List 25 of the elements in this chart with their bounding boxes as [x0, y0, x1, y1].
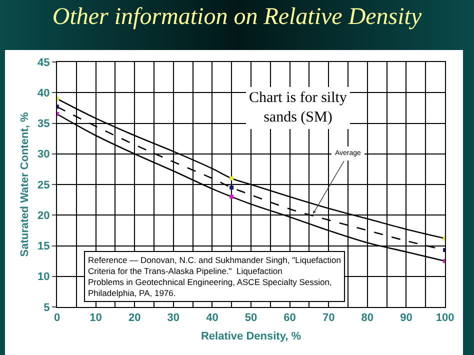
- chart-title: Other information on Relative Density: [51, 4, 423, 31]
- x-tick-label: 100: [436, 312, 454, 324]
- x-tick-label: 0: [54, 312, 60, 324]
- y-axis-title: Saturated Water Content, %: [19, 112, 32, 257]
- x-tick-label: 60: [284, 312, 296, 324]
- x-tick-label: 20: [128, 312, 141, 324]
- x-tick-label: 70: [322, 312, 335, 324]
- y-tick-label: 30: [38, 148, 50, 161]
- x-tick-label: 90: [400, 312, 412, 324]
- annotation: Chart is for silty sands (SM): [249, 90, 348, 126]
- x-axis-title: Relative Density, %: [200, 330, 302, 342]
- y-tick-label: 15: [38, 240, 50, 253]
- y-tick-label: 25: [38, 179, 50, 192]
- y-tick-label: 5: [44, 302, 50, 314]
- x-tick-label: 40: [206, 312, 218, 324]
- y-tick-label: 10: [38, 271, 50, 284]
- x-tick-label: 50: [244, 312, 258, 324]
- annotation: Reference — Donovan, N.C. and Sukhmander Singh, "Liquefaction Criteria for the Trans-Alaska Pipeline." Liquefaction Problems in Geotechnical Engineering, ASCE Specialty Session, Philadelphia, PA, 1976.: [88, 255, 342, 298]
- y-tick-label: 20: [38, 210, 50, 222]
- y-tick-label: 45: [38, 56, 50, 69]
- y-tick-label: 40: [38, 87, 50, 100]
- y-tick-label: 35: [38, 118, 50, 130]
- x-tick-label: 80: [361, 312, 374, 324]
- x-tick-label: 30: [167, 312, 180, 324]
- x-tick-label: 10: [90, 312, 102, 324]
